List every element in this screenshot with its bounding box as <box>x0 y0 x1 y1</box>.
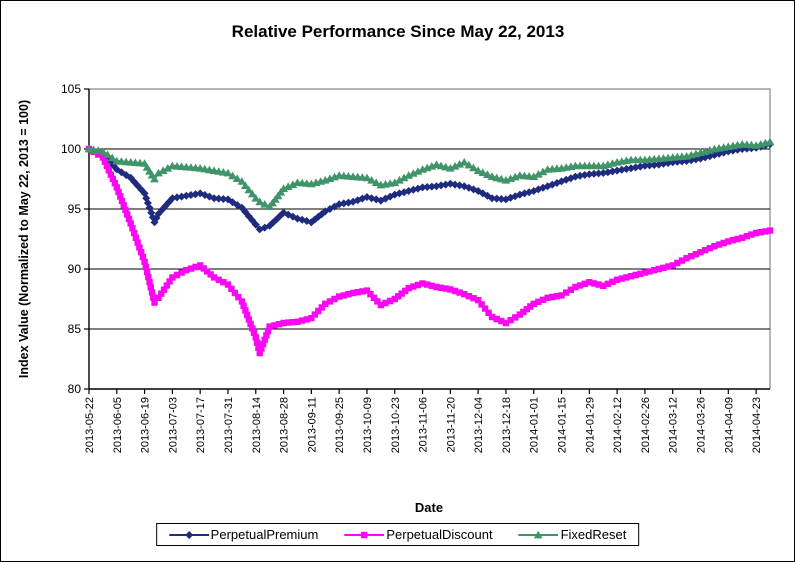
series-markers-PerpetualDiscount <box>85 145 774 357</box>
y-tick-label: 100 <box>61 142 81 156</box>
plot-border <box>89 88 771 389</box>
x-tick-label: 2013-11-06 <box>418 397 430 452</box>
y-axis-title: Index Value (Normalized to May 22, 2013 … <box>17 100 31 378</box>
legend-swatch-fixed-reset-icon <box>518 530 559 538</box>
x-tick-label: 2014-01-01 <box>529 397 541 453</box>
legend: PerpetualPremium PerpetualDiscount Fixed… <box>155 523 640 546</box>
x-tick-label: 2013-11-20 <box>445 397 457 452</box>
series-markers-PerpetualPremium <box>85 140 774 234</box>
y-tick-label: 85 <box>68 322 82 336</box>
x-tick-label: 2013-09-25 <box>334 397 346 453</box>
x-tick-label: 2013-08-14 <box>251 397 263 453</box>
x-tick-label: 2014-03-26 <box>696 397 708 453</box>
legend-label: FixedReset <box>560 527 627 542</box>
x-axis-title: Date <box>415 500 443 515</box>
y-tick-label: 90 <box>68 262 82 276</box>
x-tick-label: 2013-06-05 <box>112 397 124 453</box>
y-tick-label: 105 <box>61 82 81 96</box>
y-tick-label: 95 <box>68 202 82 216</box>
x-tick-label: 2013-10-09 <box>362 397 374 453</box>
x-tick-label: 2013-07-17 <box>195 397 207 453</box>
x-tick-label: 2014-04-23 <box>751 397 763 453</box>
legend-label: PerpetualPremium <box>210 527 319 542</box>
x-tick-label: 2013-08-28 <box>279 397 291 453</box>
x-tick-label: 2013-06-19 <box>140 397 152 453</box>
diamond-marker-icon <box>184 530 193 539</box>
legend-item-perpetual-premium: PerpetualPremium <box>168 527 319 542</box>
x-tick-label: 2013-07-03 <box>167 397 179 453</box>
x-tick-label: 2014-03-12 <box>668 397 680 453</box>
y-tick-label: 80 <box>68 382 82 396</box>
legend-label: PerpetualDiscount <box>386 527 493 542</box>
legend-swatch-perpetual-discount-icon <box>344 531 385 538</box>
square-marker-icon <box>361 531 368 538</box>
x-tick-label: 2013-12-18 <box>501 397 513 453</box>
series-markers-FixedReset <box>84 137 775 210</box>
legend-item-perpetual-discount: PerpetualDiscount <box>344 527 493 542</box>
legend-item-fixed-reset: FixedReset <box>518 527 627 542</box>
series-line-PerpetualDiscount <box>88 147 771 358</box>
triangle-marker-icon <box>534 530 543 538</box>
x-tick-label: 2014-01-15 <box>557 397 569 453</box>
x-tick-label: 2013-12-04 <box>473 397 485 453</box>
x-tick-label: 2014-02-12 <box>612 397 624 453</box>
x-tick-label: 2014-01-29 <box>584 397 596 453</box>
x-tick-label: 2014-02-26 <box>640 397 652 453</box>
x-tick-label: 2013-07-31 <box>223 397 235 453</box>
x-tick-label: 2013-05-22 <box>84 397 96 453</box>
legend-swatch-perpetual-premium-icon <box>168 530 209 539</box>
plot-area: 80 85 90 95 100 105 2013-05-22 2013-06-05 2013-0… <box>61 82 775 453</box>
chart-title: Relative Performance Since May 22, 2013 <box>232 22 565 41</box>
x-tick-label: 2013-10-23 <box>390 397 402 453</box>
x-tick-label: 2013-09-11 <box>306 397 318 452</box>
x-tick-label: 2014-04-09 <box>723 397 735 453</box>
